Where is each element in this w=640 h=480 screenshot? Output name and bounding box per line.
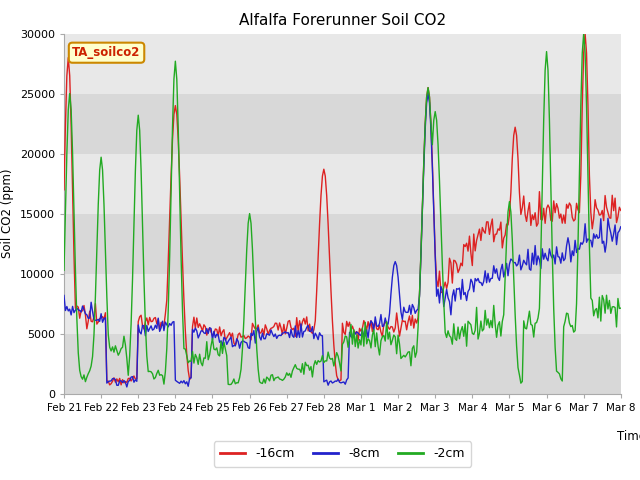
-16cm xyxy=(60,187,68,192)
-8cm xyxy=(617,224,625,229)
-8cm xyxy=(527,267,534,273)
-2cm xyxy=(580,31,588,36)
-8cm xyxy=(60,293,68,299)
-16cm xyxy=(617,207,625,213)
-8cm xyxy=(186,375,193,381)
-16cm xyxy=(423,94,431,100)
-8cm xyxy=(586,237,593,243)
Line: -2cm: -2cm xyxy=(64,34,621,384)
Line: -8cm: -8cm xyxy=(64,94,621,387)
-2cm xyxy=(423,94,431,100)
Y-axis label: Soil CO2 (ppm): Soil CO2 (ppm) xyxy=(1,169,14,258)
Bar xyxy=(64,34,621,94)
-2cm xyxy=(586,243,593,249)
-16cm xyxy=(581,31,589,36)
-8cm xyxy=(423,100,431,106)
-2cm xyxy=(60,267,68,273)
-2cm xyxy=(617,305,625,311)
-8cm xyxy=(123,384,131,390)
Bar xyxy=(64,274,621,334)
-16cm xyxy=(186,377,193,383)
-16cm xyxy=(586,172,593,178)
-16cm xyxy=(106,382,113,388)
Bar xyxy=(64,214,621,274)
-16cm xyxy=(239,334,246,339)
-2cm xyxy=(184,360,192,366)
Bar xyxy=(64,94,621,154)
-16cm xyxy=(550,198,557,204)
-2cm xyxy=(525,308,533,314)
Bar xyxy=(64,154,621,214)
X-axis label: Time: Time xyxy=(618,430,640,443)
-8cm xyxy=(239,338,246,344)
-2cm xyxy=(550,305,557,311)
-2cm xyxy=(226,382,234,387)
Legend: -16cm, -8cm, -2cm: -16cm, -8cm, -2cm xyxy=(214,441,471,467)
Text: TA_soilco2: TA_soilco2 xyxy=(72,46,141,59)
Title: Alfalfa Forerunner Soil CO2: Alfalfa Forerunner Soil CO2 xyxy=(239,13,446,28)
-8cm xyxy=(424,91,432,96)
Line: -16cm: -16cm xyxy=(64,34,621,385)
Bar xyxy=(64,334,621,394)
-2cm xyxy=(239,346,246,351)
-16cm xyxy=(525,200,533,205)
-8cm xyxy=(551,261,559,267)
